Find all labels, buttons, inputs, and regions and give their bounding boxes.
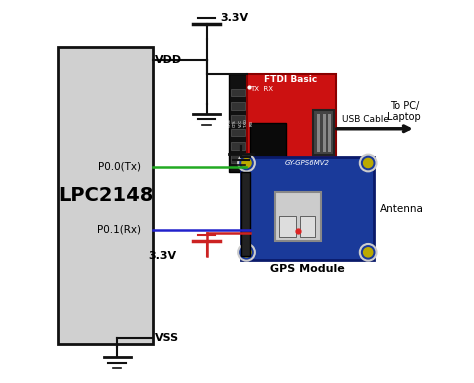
Bar <box>322 113 326 152</box>
Circle shape <box>360 155 376 171</box>
Text: TX  RX: TX RX <box>250 86 273 92</box>
Text: GPS Module: GPS Module <box>270 264 345 275</box>
Text: P0.1(Rx): P0.1(Rx) <box>97 224 141 234</box>
Bar <box>231 102 245 110</box>
Text: VDD: VDD <box>155 55 182 65</box>
Text: To PC/
Laptop: To PC/ Laptop <box>387 101 421 123</box>
Text: FTDI Basic: FTDI Basic <box>264 75 317 84</box>
Circle shape <box>242 159 251 168</box>
Circle shape <box>238 244 255 261</box>
Circle shape <box>360 244 376 261</box>
Bar <box>275 192 320 241</box>
Bar <box>231 115 245 123</box>
Text: Antenna: Antenna <box>380 204 423 214</box>
Bar <box>313 110 334 155</box>
Bar <box>231 89 245 97</box>
Bar <box>241 172 250 256</box>
Bar <box>300 216 315 237</box>
Bar <box>328 113 331 152</box>
Text: P0.0(Tx): P0.0(Tx) <box>98 162 141 172</box>
Circle shape <box>364 248 373 257</box>
Text: BLK
GRN
CTS
VCC
TXO
RXI: BLK GRN CTS VCC TXO RXI <box>222 119 254 128</box>
Bar <box>58 47 154 344</box>
Bar <box>241 157 374 260</box>
Text: USB Cable: USB Cable <box>342 115 389 124</box>
Text: VSS: VSS <box>155 333 179 343</box>
Bar <box>317 113 320 152</box>
Text: LPC2148: LPC2148 <box>58 186 154 205</box>
Text: 3.3V: 3.3V <box>220 13 248 23</box>
Bar <box>231 155 245 163</box>
Circle shape <box>242 248 251 257</box>
Bar <box>250 123 286 161</box>
Bar <box>231 142 245 150</box>
Text: GY-GPS6MV2: GY-GPS6MV2 <box>285 160 330 166</box>
Bar <box>246 74 336 172</box>
Text: 3.3V: 3.3V <box>148 251 176 261</box>
Bar <box>231 129 245 136</box>
Circle shape <box>238 155 255 171</box>
Bar <box>279 216 296 237</box>
Bar <box>229 74 246 172</box>
Circle shape <box>364 159 373 168</box>
